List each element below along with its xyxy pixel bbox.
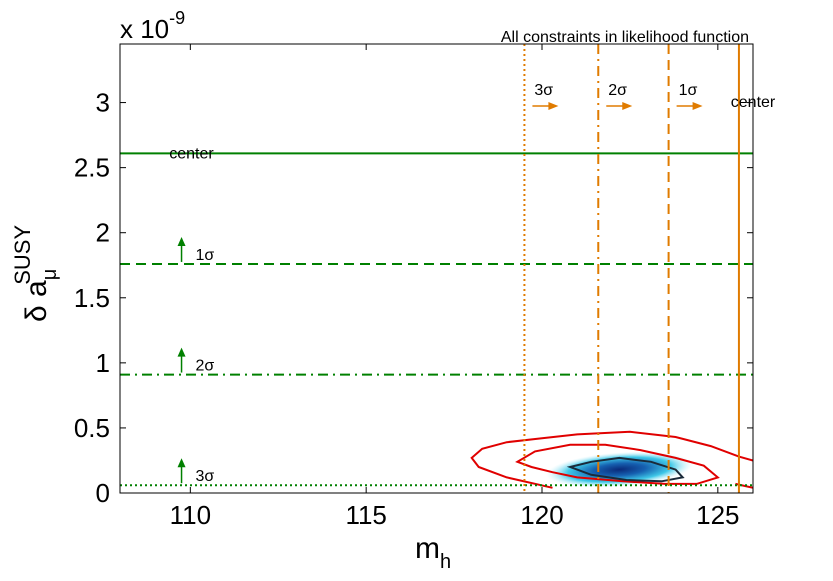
y-tick-label: 1.5 — [74, 283, 110, 313]
svg-text:δ aμSUSY: δ aμSUSY — [10, 225, 61, 322]
mh-constraint-label: 1σ — [679, 82, 698, 99]
x-axis-label: mh — [415, 532, 451, 573]
amu-constraint-label: center — [169, 145, 214, 162]
y-axis: 0 0.5 1 1.5 2 2.5 3 — [74, 88, 753, 508]
mh-arrow-head — [692, 102, 703, 110]
amu-arrow-head — [177, 347, 186, 357]
amu-constraint-label: 3σ — [196, 468, 215, 485]
y-axis-label-subscript: μ — [39, 269, 61, 281]
y-tick-label: 1 — [96, 348, 110, 378]
y-multiplier: x 10-9 — [120, 8, 185, 44]
amu-constraint-label: 2σ — [196, 358, 215, 375]
mh-constraint-label: 2σ — [608, 82, 627, 99]
mh-constraint-label: 3σ — [534, 82, 553, 99]
y-tick-label: 2 — [96, 218, 110, 248]
x-tick-label: 110 — [170, 500, 211, 530]
y-tick-label: 3 — [96, 88, 110, 118]
x-tick-label: 120 — [520, 500, 563, 530]
y-tick-label: 0 — [96, 478, 110, 508]
y-tick-label: 0.5 — [74, 413, 110, 443]
contour-outer — [470, 430, 753, 489]
x-tick-label: 125 — [696, 500, 739, 530]
plot-content — [120, 44, 753, 493]
x-axis-label-subscript: h — [440, 551, 451, 573]
contour-middle — [515, 443, 720, 485]
y-tick-label: 2.5 — [74, 153, 110, 183]
amu-arrow-head — [177, 236, 186, 246]
y-axis-label-superscript: SUSY — [10, 225, 35, 285]
mh-arrow-head — [622, 102, 633, 110]
mh-arrow-head — [548, 102, 559, 110]
contour-inner — [566, 456, 685, 483]
y-multiplier-exponent: -9 — [169, 8, 185, 28]
plot-frame — [119, 43, 754, 494]
chart-title: All constraints in likelihood function — [501, 29, 749, 46]
y-axis-label: δ aμSUSY — [10, 225, 61, 322]
amu-constraint-label: 1σ — [196, 247, 215, 264]
amu-arrow-head — [177, 458, 186, 468]
x-axis: 110 115 120 125 — [170, 44, 740, 530]
x-tick-label: 115 — [345, 500, 386, 530]
